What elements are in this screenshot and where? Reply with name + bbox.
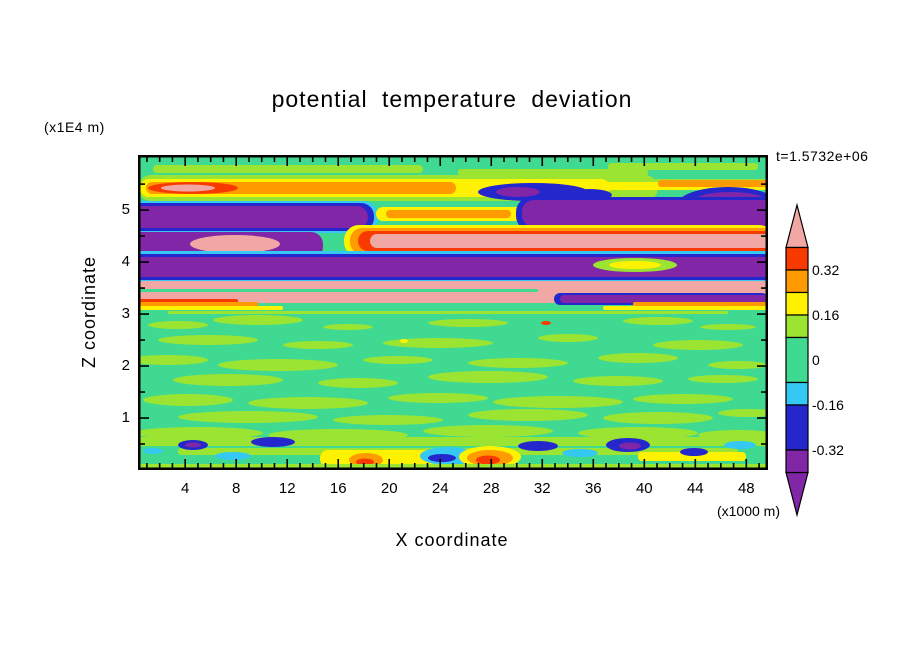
x-tick-label: 20 [380,480,398,497]
chart-title: potential temperature deviation [271,86,633,112]
x-tick-label: 8 [232,480,241,497]
x-tick-label: 12 [278,480,296,497]
x-tick-label: 32 [533,480,551,497]
y-tick-label: 3 [121,305,130,323]
time-annotation: t=1.5732e+06 [776,148,869,164]
x-tick-label: 48 [737,480,755,497]
y-tick-label: 1 [121,409,130,427]
contour-field [138,155,768,470]
colorbar [782,200,816,530]
colorbar-label: -0.16 [812,397,844,413]
y-axis-label: Z coordinate [79,255,99,369]
x-tick-label: 40 [635,480,653,497]
colorbar-svg [785,202,809,518]
x-tick-label: 44 [686,480,704,497]
y-tick-label: 2 [121,357,130,375]
colorbar-label: 0.32 [812,262,840,278]
x-axis-label: X coordinate [395,530,509,550]
x-tick-label: 4 [181,480,190,497]
x-tick-label: 24 [431,480,449,497]
x-axis-unit: (x1000 m) [716,503,780,519]
colorbar-label: -0.32 [812,442,844,458]
x-tick-label: 36 [584,480,602,497]
x-tick-label: 28 [482,480,500,497]
colorbar-label: 0.16 [812,307,840,323]
x-tick-label: 16 [329,480,347,497]
y-tick-label: 5 [121,201,130,219]
y-axis-unit: (x1E4 m) [44,119,105,135]
colorbar-label: 0 [812,352,820,368]
plot-area [138,155,768,470]
y-tick-label: 4 [121,253,130,271]
